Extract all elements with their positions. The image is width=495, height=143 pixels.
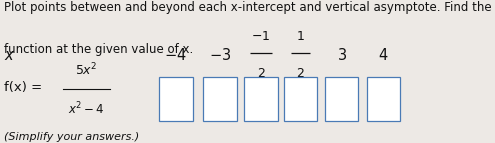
FancyBboxPatch shape — [244, 77, 278, 121]
FancyBboxPatch shape — [367, 77, 400, 121]
Text: $4$: $4$ — [378, 47, 389, 63]
Text: f(x) =: f(x) = — [4, 81, 42, 94]
Text: (Simplify your answers.): (Simplify your answers.) — [4, 132, 139, 142]
Text: $3$: $3$ — [337, 47, 346, 63]
FancyBboxPatch shape — [203, 77, 237, 121]
Text: x: x — [4, 48, 12, 62]
Text: $5x^2$: $5x^2$ — [75, 62, 98, 78]
FancyBboxPatch shape — [159, 77, 193, 121]
Text: $2$: $2$ — [296, 67, 305, 80]
Text: $1$: $1$ — [296, 30, 305, 43]
Text: function at the given value of x.: function at the given value of x. — [4, 43, 193, 56]
Text: Plot points between and beyond each x-intercept and vertical asymptote. Find the: Plot points between and beyond each x-in… — [4, 1, 495, 14]
Text: $2$: $2$ — [256, 67, 265, 80]
FancyBboxPatch shape — [284, 77, 317, 121]
Text: $-3$: $-3$ — [209, 47, 231, 63]
FancyBboxPatch shape — [325, 77, 358, 121]
Text: $-1$: $-1$ — [251, 30, 270, 43]
Text: $x^2-4$: $x^2-4$ — [68, 100, 105, 117]
Text: $-4$: $-4$ — [164, 47, 187, 63]
